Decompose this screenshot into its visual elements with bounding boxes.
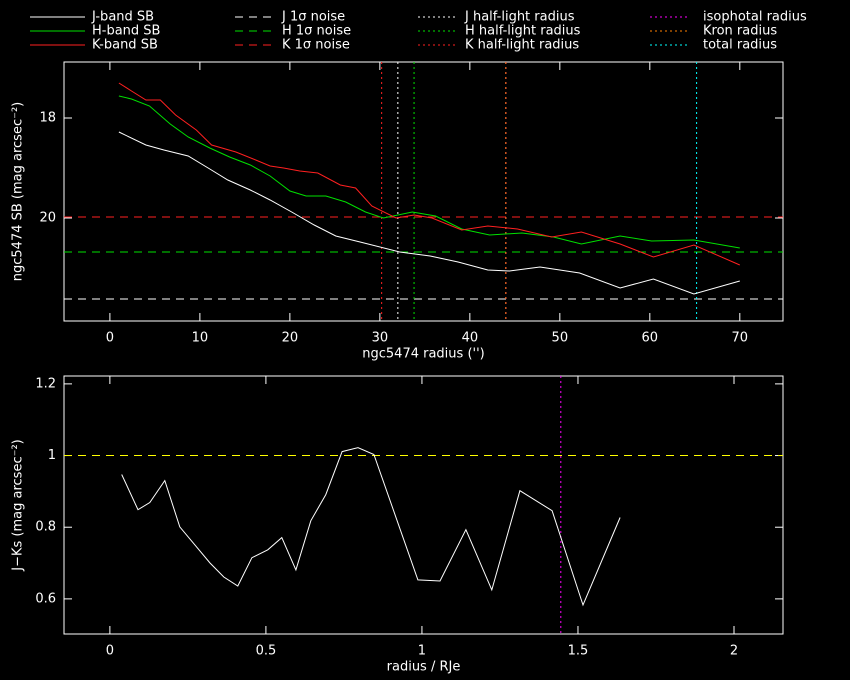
x-tick-label: 10 [192, 331, 209, 346]
x-tick-label: 0 [106, 331, 114, 346]
x-tick-label: 50 [552, 331, 569, 346]
x-tick-label: 1.5 [568, 644, 589, 659]
legend-label: isophotal radius [703, 10, 807, 25]
y-tick-label: 1.2 [35, 376, 56, 391]
legend-label: total radius [703, 38, 777, 53]
legend-label: J half-light radius [464, 10, 575, 25]
profile-line [118, 131, 740, 295]
legend-label: K 1σ noise [282, 38, 350, 53]
plot-frame [63, 61, 784, 322]
y-axis-label: J−Ks (mag arcsec⁻²) [11, 439, 26, 571]
x-tick-label: 2 [730, 644, 738, 659]
legend-label: H 1σ noise [282, 24, 351, 39]
y-tick-label: 0.6 [35, 591, 56, 606]
x-axis-label: ngc5474 radius ('') [362, 347, 484, 362]
x-tick-label: 70 [732, 331, 749, 346]
x-tick-label: 30 [372, 331, 389, 346]
x-tick-label: 1 [418, 644, 426, 659]
legend-label: K half-light radius [465, 38, 579, 53]
legend-label: Kron radius [703, 24, 777, 39]
legend-label: J 1σ noise [281, 10, 345, 25]
x-tick-label: 60 [642, 331, 659, 346]
plot-frame [63, 375, 784, 635]
legend-label: H half-light radius [465, 24, 581, 39]
x-tick-label: 20 [282, 331, 299, 346]
y-tick-label: 20 [39, 211, 56, 226]
x-axis-label: radius / RJe [387, 660, 461, 675]
profile-line [118, 82, 740, 266]
x-tick-label: 0.5 [256, 644, 277, 659]
x-tick-label: 0 [106, 644, 114, 659]
y-axis-label: ngc5474 SB (mag arcsec⁻²) [11, 102, 26, 281]
y-tick-label: 0.8 [35, 520, 56, 535]
legend-label: K-band SB [92, 38, 158, 53]
legend-label: H-band SB [92, 24, 160, 39]
y-tick-label: 1 [48, 448, 56, 463]
profile-line [118, 95, 740, 249]
legend-label: J-band SB [91, 10, 154, 25]
y-tick-label: 18 [39, 111, 56, 126]
profile-line [121, 447, 621, 607]
x-tick-label: 40 [462, 331, 479, 346]
